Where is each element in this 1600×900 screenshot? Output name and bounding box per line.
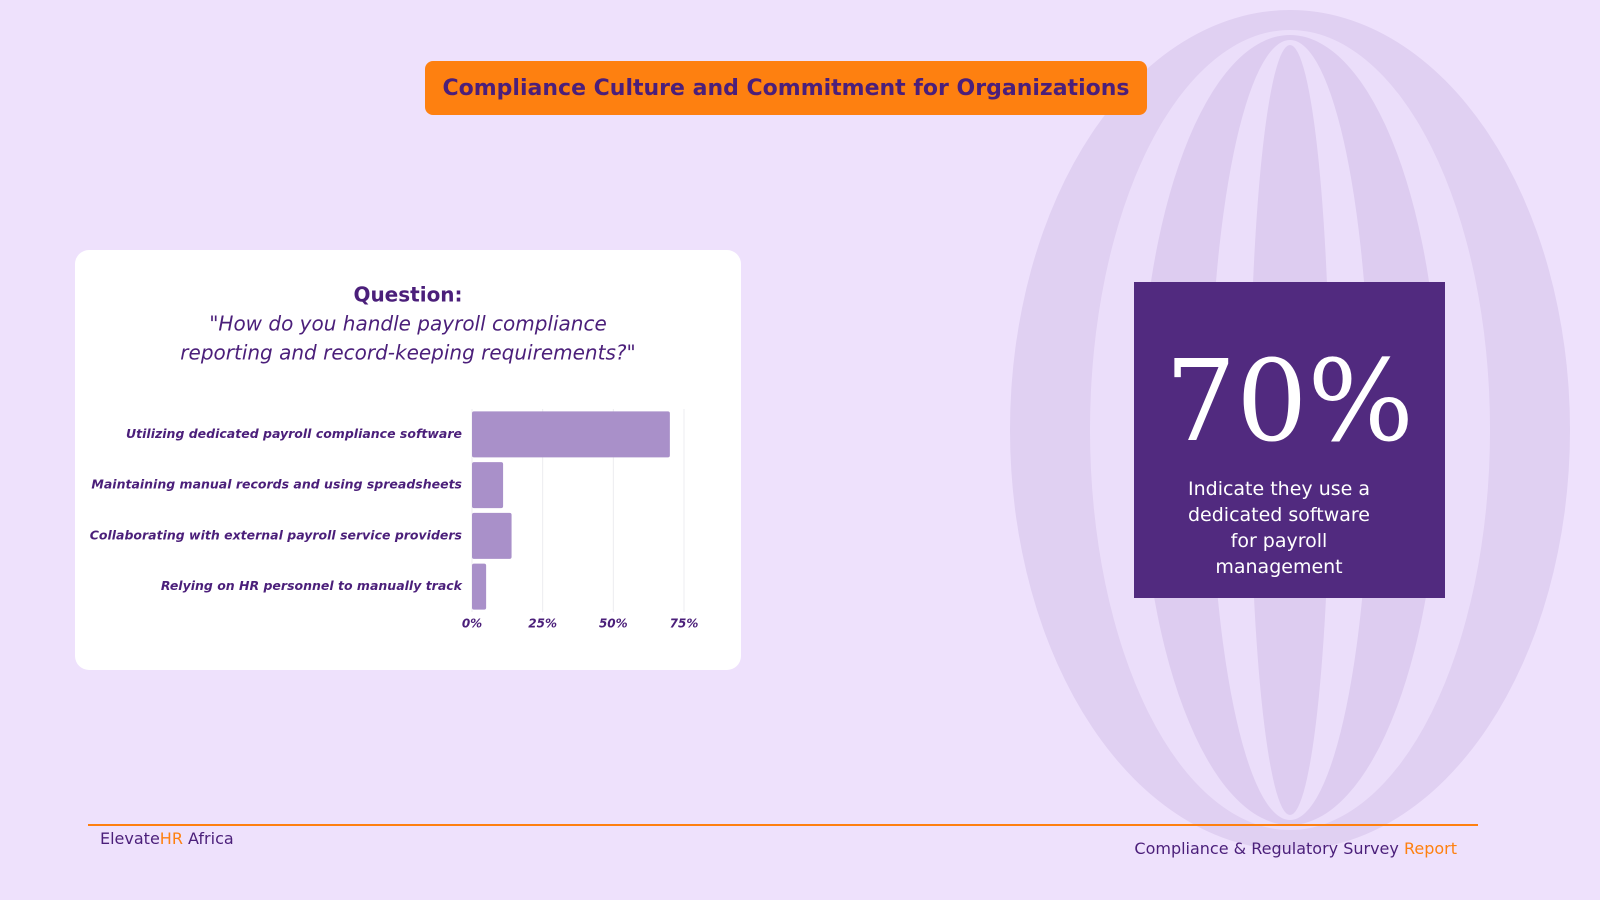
brand-part: HR — [159, 829, 183, 848]
stat-value: 70% — [1165, 337, 1414, 467]
report-part: Compliance & Regulatory Survey — [1134, 839, 1404, 858]
brand-part: Elevate — [100, 829, 160, 848]
bar — [472, 563, 487, 610]
chart: Question: "How do you handle payroll com… — [90, 283, 699, 631]
y-tick-label: Collaborating with external payroll serv… — [90, 527, 462, 542]
chart-subtitle: reporting and record-keeping requirement… — [180, 341, 635, 365]
chart-title: Question: — [353, 283, 462, 307]
chart-subtitle: "How do you handle payroll compliance — [209, 312, 607, 336]
x-tick-label: 0% — [462, 617, 482, 631]
bar — [472, 411, 670, 458]
y-tick-label: Utilizing dedicated payroll compliance s… — [126, 426, 462, 441]
y-tick-label: Maintaining manual records and using spr… — [91, 477, 462, 492]
header-title: Compliance Culture and Commitment for Or… — [425, 61, 1147, 115]
brand: ElevateHR Africa — [100, 829, 234, 848]
bar — [472, 512, 512, 559]
stat-text: Indicate they use a dedicated software f… — [1187, 478, 1371, 578]
brand-part: Africa — [182, 829, 234, 848]
y-tick-label: Relying on HR personnel to manually trac… — [161, 578, 463, 593]
bar — [472, 462, 504, 509]
report-title: Compliance & Regulatory Survey Report — [1134, 839, 1457, 858]
x-tick-label: 50% — [599, 617, 628, 631]
report-part: Report — [1403, 839, 1457, 858]
x-tick-label: 25% — [528, 617, 557, 631]
stat-box: 70% Indicate they use a dedicated softwa… — [1134, 282, 1445, 598]
x-tick-label: 75% — [670, 617, 699, 631]
chart-card: Question: "How do you handle payroll com… — [75, 250, 741, 670]
footer-rule — [88, 824, 1478, 826]
